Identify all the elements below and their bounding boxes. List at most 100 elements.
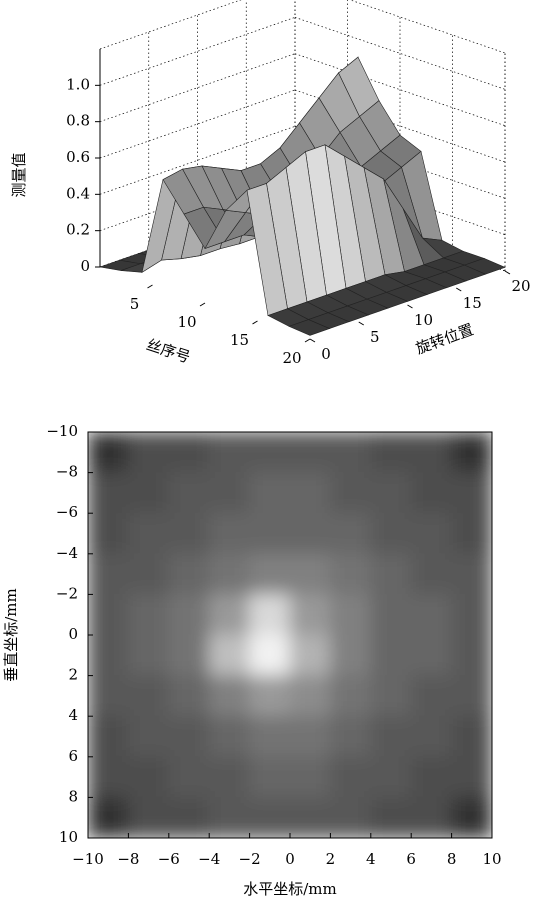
heat-cell [209,635,250,677]
heat-cell [330,513,371,555]
heat-cell [330,594,371,636]
heat-cell [451,675,492,717]
heat-cell [88,635,129,677]
heat-cell [128,756,169,798]
heat-cell [370,553,411,595]
tick-mark [253,321,258,324]
heat-cell [330,675,371,717]
heat-cell [128,797,169,839]
y-tick-label: −8 [56,463,78,481]
x-tick-label: −8 [117,850,139,868]
heat-cell [370,472,411,514]
heat-cell [168,513,209,555]
heat-cell [128,594,169,636]
heat-cell [168,756,209,798]
heat-cell [249,432,290,474]
heat-cell [168,594,209,636]
heat-cell [249,675,290,717]
heat-cell [290,432,331,474]
heat-cell [370,594,411,636]
heat-cell [168,635,209,677]
heat-cell [290,594,331,636]
heat-cell [209,797,250,839]
heat-cell [88,756,129,798]
heatmap-area [88,432,493,839]
z-tick-label: 0.6 [66,148,90,166]
heat-cell [168,432,209,474]
heat-cell [330,635,371,677]
heat-cell [451,553,492,595]
z-tick-label: 0.2 [66,221,90,239]
x-tick-label: 8 [447,850,457,868]
heat-cell [209,716,250,758]
y-tick-label: −2 [56,584,78,602]
heat-cell [451,513,492,555]
heat-cell [128,553,169,595]
x-tick-label: −4 [198,850,220,868]
y-tick-label: 8 [68,787,78,805]
heat-cell [249,797,290,839]
heat-cell [128,675,169,717]
tick-mark [148,285,153,288]
heat-cell [249,756,290,798]
y-tick-label: 0 [68,625,78,643]
x-axis-label: 水平坐标/mm [243,880,337,898]
x-axis-label: 丝序号 [144,336,192,367]
heat-cell [370,635,411,677]
heat-cell [209,594,250,636]
x-tick-label: 0 [285,850,295,868]
y-tick-label: 10 [414,311,433,329]
y-tick-label: 10 [59,828,78,846]
x-tick-label: 15 [230,331,249,349]
x-tick-label: 5 [130,295,140,313]
heat-cell [209,432,250,474]
heat-cell [411,797,452,839]
heat-cell [290,716,331,758]
heat-cell [88,553,129,595]
heat-cell [168,675,209,717]
y-tick-label: 6 [68,747,78,765]
heat-cell [249,594,290,636]
heat-cell [451,756,492,798]
heat-cell [370,716,411,758]
heat-cell [88,675,129,717]
x-tick-label: 2 [326,850,336,868]
y-tick-label: −10 [46,422,78,440]
heat-cell [290,513,331,555]
heat-cell [290,472,331,514]
heat-cell [290,635,331,677]
heat-cell [290,797,331,839]
heat-cell [330,756,371,798]
heat-cell [370,756,411,798]
x-tick-label: −6 [158,850,180,868]
y-tick-label: 15 [463,294,482,312]
heat-cell [168,472,209,514]
heat-cell [88,797,129,839]
heat-cell [88,513,129,555]
heat-cell [209,756,250,798]
heat-cell [249,635,290,677]
z-tick-label: 1.0 [66,75,90,93]
tick-mark [505,271,510,274]
heat-cell [209,553,250,595]
tick-mark [456,288,461,291]
x-tick-label: 10 [482,850,501,868]
heat-cell [88,594,129,636]
heat-cell [128,716,169,758]
heat-cell [128,513,169,555]
x-tick-label: −10 [72,850,104,868]
z-tick-label: 0.8 [66,112,90,130]
y-tick-label: −6 [56,503,78,521]
heat-cell [209,472,250,514]
z-axis-label: 测量值 [10,152,28,197]
heat-cell [88,716,129,758]
heat-cell [168,716,209,758]
heat-cell [330,472,371,514]
tick-mark [310,339,315,342]
y-tick-label: 0 [321,345,331,363]
heat-cell [411,716,452,758]
tick-mark [359,322,364,325]
heat-cell [411,756,452,798]
heat-cell [411,472,452,514]
heat-cell [88,432,129,474]
